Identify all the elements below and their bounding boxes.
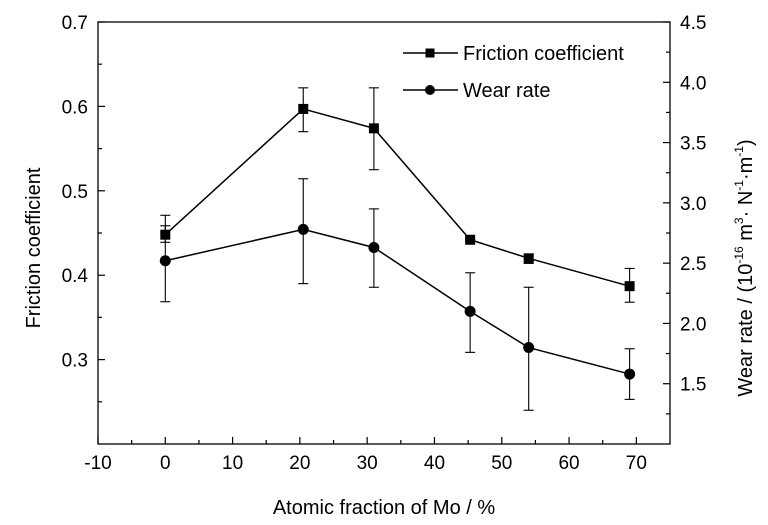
data-point [297,223,309,235]
plot-frame [97,21,671,445]
y-axis-left-title: Friction coefficient [23,167,45,328]
y-left-tick-label: 0.4 [62,266,89,287]
x-tick-label: 0 [160,453,171,474]
y-left-tick-label: 0.3 [62,351,88,372]
y-right-exp2: 3 [732,217,746,224]
x-tick-label: 60 [558,453,579,474]
series-layer [159,87,636,411]
x-tick-label: 30 [357,453,378,474]
y-right-prefix: Wear rate / (10 [735,264,757,397]
data-point [159,255,171,267]
y-right-mid3: ·m [735,157,757,180]
y-right-tick-label: 2.5 [680,254,706,275]
series-line [164,108,630,287]
y-right-tick-label: 4.5 [680,13,706,34]
y-left-tick-label: 0.5 [62,182,88,203]
legend-friction-marker [425,48,435,58]
data-point [368,123,379,134]
y-right-exp1: -16 [732,246,746,264]
x-tick-label: 20 [289,453,310,474]
series-wear [159,178,636,411]
series-friction [160,87,635,303]
y-right-suffix: ) [735,139,757,146]
x-axis-title: Atomic fraction of Mo / % [273,497,496,519]
y-right-tick-label: 1.5 [680,375,706,396]
y-right-mid2: · N [735,191,757,218]
data-point [624,368,636,380]
y-left-tick-label: 0.6 [62,97,88,118]
ticks-layer: -10 0 10 20 30 40 50 60 70 0.3 0.4 0.5 0.6 0.7 1.5 2.0 2… [62,13,707,474]
y-right-tick-label: 3.5 [680,134,706,155]
x-tick-label: 50 [491,453,512,474]
x-tick-label: -10 [84,453,111,474]
y-right-tick-label: 3.0 [680,194,706,215]
y-right-tick-label: 4.0 [680,73,706,94]
y-right-exp4: -1 [732,146,746,157]
x-tick-label: 70 [626,453,647,474]
legend-wear-marker [425,85,435,95]
y-right-mid1: m [735,224,757,246]
y-left-tick-label: 0.7 [62,13,88,34]
data-point [298,103,309,114]
data-point [523,253,534,264]
legend: Friction coefficient Wear rate [403,43,624,102]
data-point [465,234,476,245]
x-tick-label: 10 [222,453,243,474]
x-tick-label: 40 [424,453,445,474]
data-point [464,305,476,317]
legend-wear-label: Wear rate [463,80,550,102]
y-axis-right-title: Wear rate / (10-16 m3· N-1·m-1) [732,139,757,396]
data-point [624,281,635,292]
series-line [165,228,630,375]
data-point [523,342,535,354]
data-point [368,241,380,253]
legend-friction-label: Friction coefficient [463,43,624,65]
y-right-tick-label: 2.0 [680,314,706,335]
y-right-exp3: -1 [732,180,746,191]
